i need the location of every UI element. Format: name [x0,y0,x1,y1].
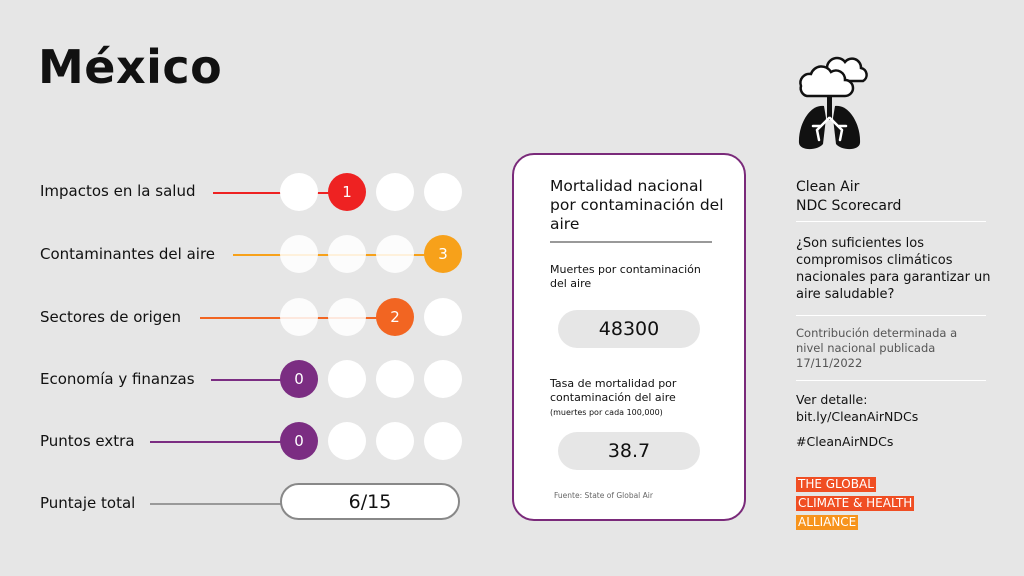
page-title: México [38,40,223,94]
score-circle-empty [280,173,318,211]
score-circle-empty [424,298,462,336]
details-label: Ver detalle: [796,392,868,407]
row-connector [150,503,282,505]
score-circle-filled: 3 [424,235,462,273]
rate-label-block: Tasa de mortalidad por contaminación del… [550,377,720,420]
score-circle-filled: 1 [328,173,366,211]
logo-line: ALLIANCE [796,515,859,530]
score-circle-empty [424,173,462,211]
score-circle-empty [376,422,414,460]
rate-note: (muertes por cada 100,000) [550,408,663,417]
logo-line: CLIMATE & HEALTH [796,496,915,511]
total-label: Puntaje total [40,494,136,512]
row-label-extra: Puntos extra [40,432,135,450]
details-block: Ver detalle: bit.ly/CleanAirNDCs [796,391,996,425]
score-circle-filled: 0 [280,422,318,460]
contribution-note: Contribución determinada a nivel naciona… [796,326,958,370]
clouds-lungs-icon [798,56,868,150]
details-link[interactable]: bit.ly/CleanAirNDCs [796,409,919,424]
score-circle-filled: 2 [376,298,414,336]
score-circle-empty [280,298,318,336]
scorecard-question: ¿Son suficientes los compromisos climáti… [796,236,991,302]
row-label-pollutants: Contaminantes del aire [40,245,216,263]
scorecard-title: Clean Air NDC Scorecard [796,178,996,216]
score-circle-filled: 0 [280,360,318,398]
divider [796,315,986,316]
row-label-health: Impactos en la salud [40,182,196,200]
row-connector [211,379,291,381]
divider [796,380,986,381]
deaths-label: Muertes por contaminación del aire [550,263,701,290]
gcha-logo: THE GLOBAL CLIMATE & HEALTH ALLIANCE [796,473,915,530]
row-label-economy: Economía y finanzas [40,370,195,388]
row-connector [150,441,290,443]
logo-line: THE GLOBAL [796,477,876,492]
rate-value: 38.7 [558,432,700,470]
row-label-sectors: Sectores de origen [40,308,181,326]
card-title: Mortalidad nacional por contaminación de… [550,177,724,233]
score-circle-empty [328,298,366,336]
source-note: Fuente: State of Global Air [554,491,653,500]
score-circle-empty [424,422,462,460]
score-circle-empty [376,360,414,398]
score-circle-empty [376,173,414,211]
deaths-value: 48300 [558,310,700,348]
score-circle-empty [376,235,414,273]
scorecard-title-line1: Clean Air [796,179,860,195]
score-circle-empty [328,360,366,398]
divider [796,221,986,222]
mortality-card: Mortalidad nacional por contaminación de… [512,153,746,521]
score-circle-empty [328,422,366,460]
score-circle-empty [424,360,462,398]
rate-label: Tasa de mortalidad por contaminación del… [550,377,677,404]
total-score-box: 6/15 [280,483,460,520]
score-circle-empty [328,235,366,273]
card-divider [550,241,712,243]
hashtag: #CleanAirNDCs [796,434,894,449]
scorecard-title-line2: NDC Scorecard [796,198,902,214]
score-circle-empty [280,235,318,273]
